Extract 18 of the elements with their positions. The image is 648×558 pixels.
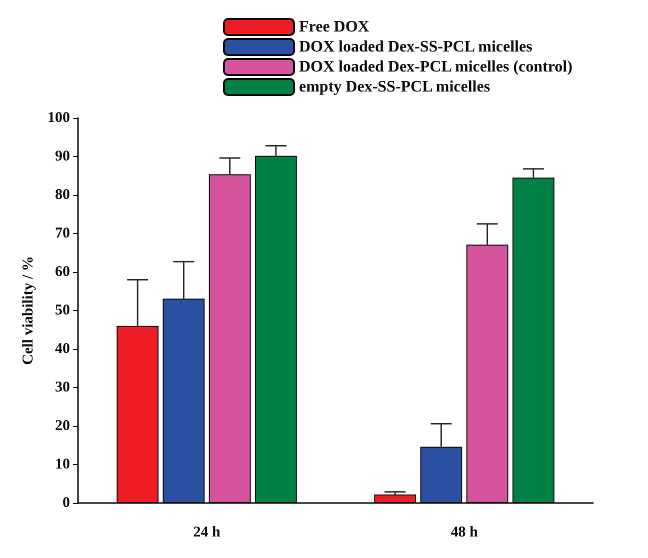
y-axis-title: Cell viability / % bbox=[20, 256, 36, 365]
legend-label: Free DOX bbox=[299, 18, 370, 36]
legend-label: DOX loaded Dex-PCL micelles (control) bbox=[299, 58, 572, 76]
legend-label: DOX loaded Dex-SS-PCL micelles bbox=[299, 38, 532, 56]
x-tick-label: 48 h bbox=[450, 524, 478, 540]
y-tick-label: 90 bbox=[55, 148, 70, 164]
y-tick-label: 50 bbox=[55, 302, 70, 318]
y-tick-label: 60 bbox=[55, 264, 70, 280]
y-tick-label: 30 bbox=[55, 380, 70, 396]
y-tick-label: 20 bbox=[55, 418, 70, 434]
y-tick-label: 100 bbox=[48, 110, 70, 126]
y-tick-label: 70 bbox=[55, 226, 70, 242]
y-tick-label: 80 bbox=[55, 187, 70, 203]
x-tick-label: 24 h bbox=[193, 524, 221, 540]
y-tick-label: 0 bbox=[62, 495, 70, 511]
y-tick-label: 10 bbox=[55, 456, 70, 472]
y-tick-label: 40 bbox=[55, 341, 70, 357]
legend-label: empty Dex-SS-PCL micelles bbox=[299, 78, 490, 96]
